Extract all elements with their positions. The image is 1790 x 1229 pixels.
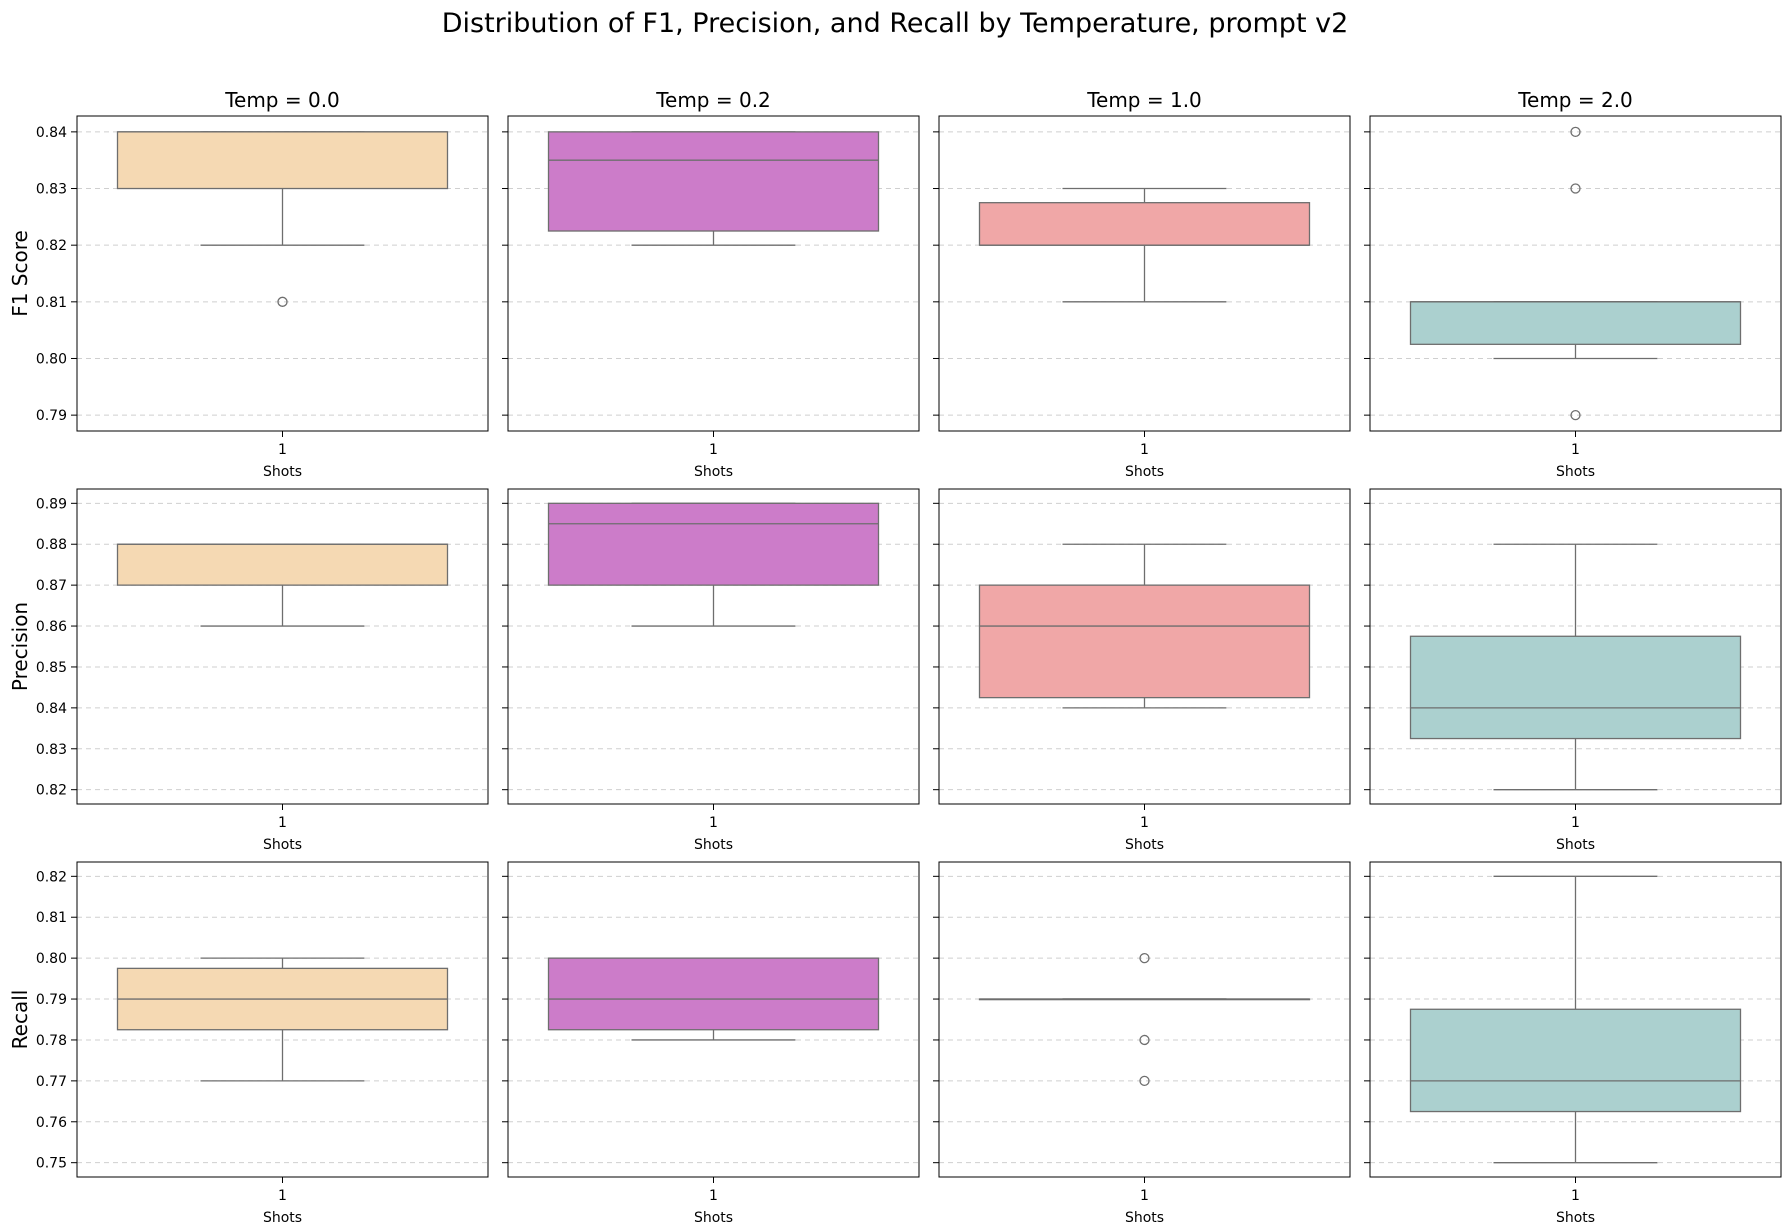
subplot-title: Temp = 2.0 <box>1517 88 1633 112</box>
y-tick-label: 0.77 <box>36 1074 67 1090</box>
y-tick-label: 0.83 <box>36 742 67 758</box>
box <box>1409 635 1742 740</box>
subplot-r1-c4: Temp = 2.0 1 Shots <box>1364 88 1782 480</box>
x-tick-label: 1 <box>1571 442 1580 458</box>
x-axis-label: Shots <box>263 1210 302 1226</box>
y-tick-label: 0.84 <box>36 125 67 141</box>
x-axis-label: Shots <box>1125 1210 1164 1226</box>
y-tick-label: 0.88 <box>36 537 67 553</box>
y-axis-label: Recall <box>8 990 32 1050</box>
x-axis-label: Shots <box>263 837 302 853</box>
box <box>1409 301 1742 345</box>
subplot-r1-c2: Temp = 0.2 1 Shots <box>502 88 920 480</box>
outlier-point <box>1139 1034 1150 1046</box>
x-tick-label: 1 <box>1140 442 1149 458</box>
y-tick-label: 0.80 <box>36 951 67 967</box>
subplot-r1-c1: Temp = 0.0 0.79 0.80 0.81 0.82 0.83 0.84 1 Shots <box>36 88 489 480</box>
subplot-r3-c3: 1 Shots <box>933 861 1351 1226</box>
y-tick-label: 0.81 <box>36 295 67 311</box>
box <box>547 957 880 1031</box>
outlier-point <box>1570 409 1581 421</box>
y-tick-label: 0.80 <box>36 351 67 367</box>
x-axis-label: Shots <box>1125 837 1164 853</box>
box <box>978 202 1311 246</box>
box <box>116 131 449 190</box>
x-tick-label: 1 <box>1571 815 1580 831</box>
box <box>1409 1008 1742 1113</box>
subplot-frame <box>938 861 1351 1178</box>
subplot-title: Temp = 1.0 <box>1086 88 1202 112</box>
y-tick-label: 0.81 <box>36 910 67 926</box>
y-axis-label: Precision <box>8 602 32 691</box>
y-tick-label: 0.79 <box>36 992 67 1008</box>
subplot-frame <box>1369 115 1782 432</box>
x-axis-label: Shots <box>1556 1210 1595 1226</box>
x-tick-label: 1 <box>709 1188 718 1204</box>
subplot-title: Temp = 0.0 <box>224 88 340 112</box>
y-tick-label: 0.78 <box>36 1033 67 1049</box>
subplot-r1-c3: Temp = 1.0 1 Shots <box>933 88 1351 480</box>
y-tick-label: 0.76 <box>36 1115 67 1131</box>
outlier-point <box>1139 1075 1150 1087</box>
x-tick-label: 1 <box>278 1188 287 1204</box>
outlier-point <box>1570 126 1581 138</box>
x-tick-label: 1 <box>278 442 287 458</box>
subplot-r2-c2: 1 Shots <box>502 488 920 853</box>
x-tick-label: 1 <box>278 815 287 831</box>
y-tick-label: 0.82 <box>36 869 67 885</box>
x-axis-label: Shots <box>1556 464 1595 480</box>
y-tick-label: 0.82 <box>36 783 67 799</box>
y-tick-label: 0.86 <box>36 619 67 635</box>
x-axis-label: Shots <box>694 837 733 853</box>
subplot-r2-c1: 0.82 0.83 0.84 0.85 0.86 0.87 0.88 0.89 1 Shots <box>36 488 489 853</box>
subplot-title: Temp = 0.2 <box>655 88 771 112</box>
subplot-r3-c4: 1 Shots <box>1364 861 1782 1226</box>
y-axis-label: F1 Score <box>8 230 32 317</box>
subplot-r2-c3: 1 Shots <box>933 488 1351 853</box>
y-tick-label: 0.82 <box>36 238 67 254</box>
box <box>547 502 880 586</box>
y-tick-label: 0.85 <box>36 660 67 676</box>
x-tick-label: 1 <box>1571 1188 1580 1204</box>
x-tick-label: 1 <box>709 815 718 831</box>
subplot-r2-c4: 1 Shots <box>1364 488 1782 853</box>
box <box>978 584 1311 699</box>
x-tick-label: 1 <box>1140 1188 1149 1204</box>
box <box>116 543 449 586</box>
y-tick-label: 0.84 <box>36 701 67 717</box>
y-tick-label: 0.83 <box>36 182 67 198</box>
x-tick-label: 1 <box>709 442 718 458</box>
subplot-r3-c1: 0.75 0.76 0.77 0.78 0.79 0.80 0.81 0.82 1 Shots <box>36 861 489 1226</box>
y-tick-label: 0.89 <box>36 496 67 512</box>
x-axis-label: Shots <box>694 1210 733 1226</box>
y-tick-label: 0.75 <box>36 1156 67 1172</box>
figure-title: Distribution of F1, Precision, and Recal… <box>442 8 1349 39</box>
x-axis-label: Shots <box>694 464 733 480</box>
y-tick-label: 0.79 <box>36 408 67 424</box>
subplot-r3-c2: 1 Shots <box>502 861 920 1226</box>
x-axis-label: Shots <box>263 464 302 480</box>
x-axis-label: Shots <box>1125 464 1164 480</box>
outlier-point <box>277 296 288 307</box>
y-tick-label: 0.87 <box>36 578 67 594</box>
outlier-point <box>1139 952 1150 964</box>
box <box>547 131 880 232</box>
subplot-frame <box>76 488 489 805</box>
x-axis-label: Shots <box>1556 837 1595 853</box>
x-tick-label: 1 <box>1140 815 1149 831</box>
outlier-point <box>1570 183 1581 194</box>
